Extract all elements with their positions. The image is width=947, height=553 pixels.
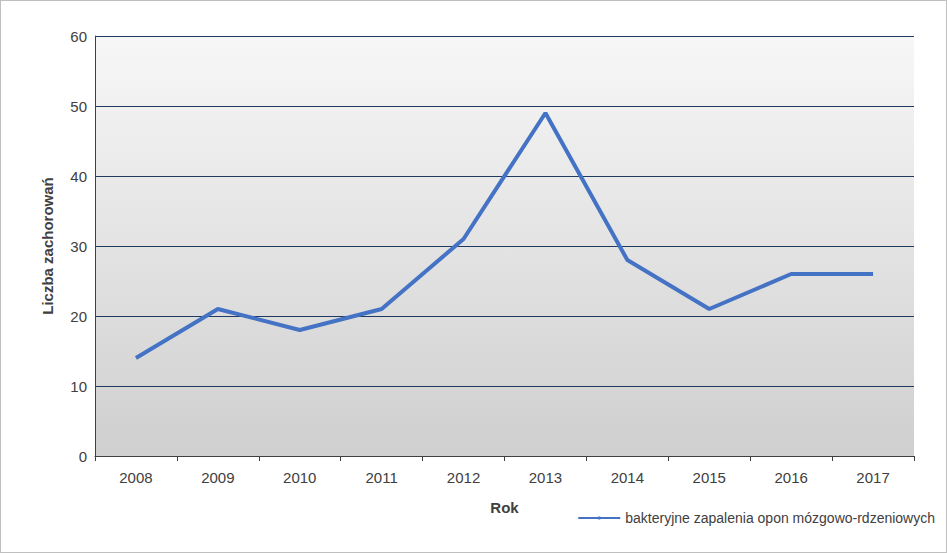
svg-text:2012: 2012 bbox=[447, 469, 480, 486]
svg-text:50: 50 bbox=[70, 98, 87, 115]
svg-text:10: 10 bbox=[70, 378, 87, 395]
svg-text:20: 20 bbox=[70, 308, 87, 325]
svg-text:2011: 2011 bbox=[366, 469, 398, 486]
svg-text:Rok: Rok bbox=[490, 499, 519, 516]
svg-text:0: 0 bbox=[79, 448, 87, 465]
svg-text:2008: 2008 bbox=[119, 469, 152, 486]
svg-text:2017: 2017 bbox=[856, 469, 889, 486]
svg-text:40: 40 bbox=[70, 168, 87, 185]
svg-text:2015: 2015 bbox=[693, 469, 726, 486]
svg-text:2010: 2010 bbox=[283, 469, 316, 486]
svg-text:60: 60 bbox=[70, 28, 87, 45]
svg-text:2016: 2016 bbox=[774, 469, 807, 486]
svg-text:bakteryjne zapalenia opon mózg: bakteryjne zapalenia opon mózgowo-rdzeni… bbox=[625, 510, 935, 526]
svg-text:2014: 2014 bbox=[611, 469, 644, 486]
svg-text:Liczba zachorowań: Liczba zachorowań bbox=[39, 177, 56, 315]
svg-text:2013: 2013 bbox=[529, 469, 562, 486]
svg-text:2009: 2009 bbox=[201, 469, 234, 486]
svg-text:30: 30 bbox=[70, 238, 87, 255]
